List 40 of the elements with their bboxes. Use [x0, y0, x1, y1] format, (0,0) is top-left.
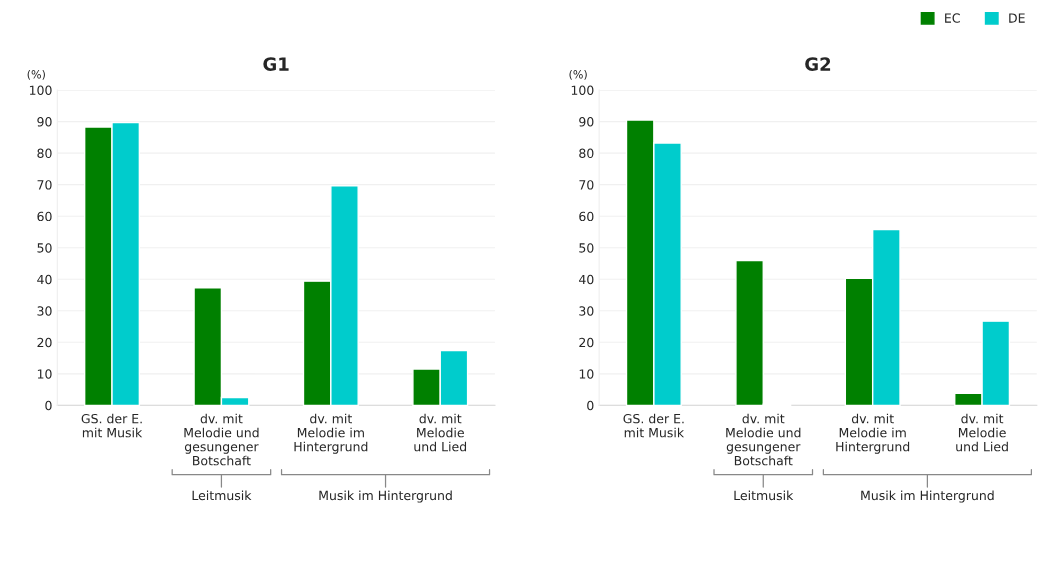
y-tick-label: 100	[29, 85, 52, 96]
x-tick-label: dv. mit Melodie und Lied	[956, 413, 1008, 452]
x-tick-label: GS. der E. mit Musik	[623, 413, 685, 438]
y-axis-title: (%)	[569, 69, 587, 80]
text: Leitmusik	[734, 490, 794, 501]
y-tick-label: 0	[45, 400, 52, 411]
y-tick-label: 10	[37, 369, 52, 379]
text: Musik im Hintergrund	[319, 490, 452, 503]
y-tick-label: 80	[37, 148, 52, 159]
y-tick-label: 70	[37, 180, 52, 190]
legend-label: EC	[945, 13, 960, 23]
text: Musik im Hintergrund	[861, 490, 994, 503]
y-tick-label: 100	[571, 85, 594, 96]
y-tick-label: 50	[37, 243, 52, 253]
y-tick-label: 90	[579, 117, 594, 127]
chart-title: G1	[263, 57, 289, 71]
x-tick-label: dv. mit Melodie und Lied	[414, 413, 467, 452]
y-tick-label: 40	[578, 274, 594, 285]
y-tick-label: 30	[37, 306, 52, 316]
y-tick-label: 30	[579, 306, 594, 316]
text: Leitmusik	[192, 490, 252, 501]
y-axis-title: (%)	[27, 69, 45, 80]
y-tick-label: 0	[587, 400, 594, 411]
y-tick-label: 60	[37, 211, 52, 222]
x-tick-label: GS. der E. mit Musik	[81, 413, 143, 438]
y-tick-label: 90	[37, 117, 52, 127]
y-tick-label: 70	[579, 180, 594, 190]
y-tick-label: 80	[579, 148, 594, 159]
x-tick-label: dv. mit Melodie im Hintergrund	[836, 413, 910, 454]
y-tick-label: 50	[579, 243, 594, 253]
x-tick-label: dv. mit Melodie im Hintergrund	[294, 413, 368, 454]
x-tick-label: dv. mit Melodie und gesungener Botschaft	[726, 413, 801, 466]
legend-label: DE	[1009, 13, 1025, 23]
y-tick-label: 20	[579, 337, 594, 348]
chart-title: G2	[805, 57, 831, 71]
y-tick-label: 60	[579, 211, 594, 222]
x-tick-label: dv. mit Melodie und gesungener Botschaft	[184, 413, 259, 466]
y-tick-label: 20	[37, 337, 52, 348]
y-tick-label: 10	[579, 369, 594, 379]
y-tick-label: 40	[37, 274, 52, 285]
